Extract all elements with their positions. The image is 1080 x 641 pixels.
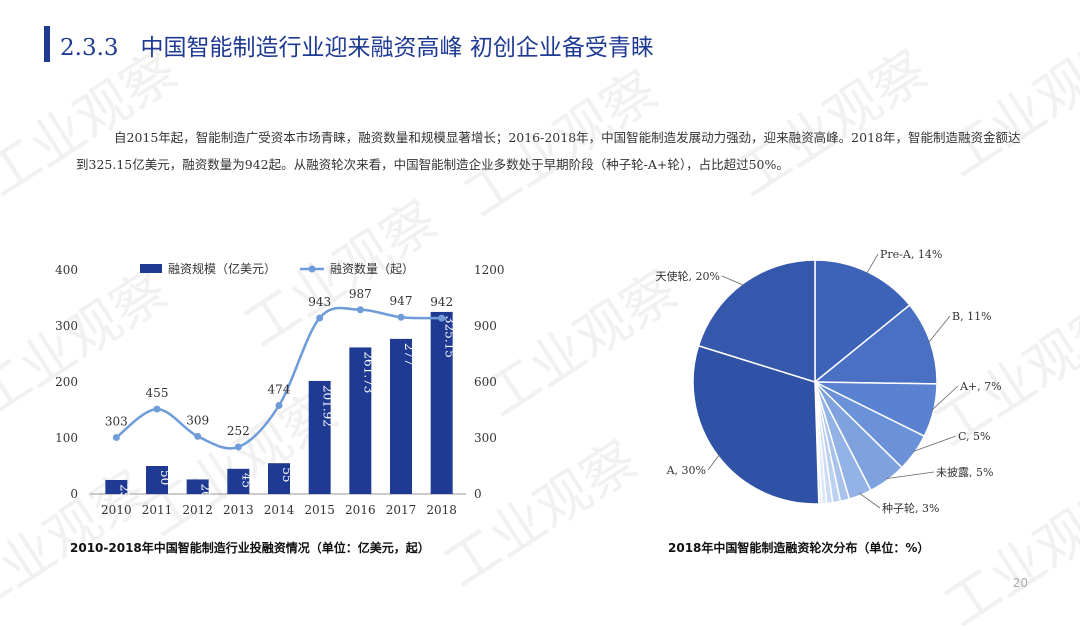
y-right-tick-label: 1200 — [474, 263, 505, 277]
y-left-tick-label: 300 — [55, 319, 78, 333]
pie-leader-line — [912, 435, 957, 452]
bar-2012 — [186, 479, 209, 494]
y-right-tick-label: 900 — [474, 319, 497, 333]
count-point — [194, 432, 202, 440]
count-point — [438, 314, 446, 322]
count-value-label: 987 — [349, 287, 372, 301]
bar-2016 — [349, 347, 372, 494]
x-tick-label: 2016 — [345, 503, 376, 517]
x-tick-label: 2010 — [101, 503, 132, 517]
bar-2015 — [308, 380, 331, 494]
pie-slice-label: A+, 7% — [959, 380, 1002, 393]
bar-value-label: 325.15 — [443, 316, 457, 358]
count-value-label: 309 — [186, 413, 209, 427]
pie-slice-label: C, 5% — [958, 430, 990, 443]
count-point — [112, 433, 120, 441]
pie-slice-label: Pre-A, 14% — [880, 248, 942, 261]
count-value-label: 455 — [146, 386, 169, 400]
pie-slice — [697, 259, 816, 384]
count-value-label: 303 — [105, 414, 128, 428]
count-point — [234, 443, 242, 451]
bar-value-label: 50 — [158, 470, 172, 485]
x-tick-label: 2012 — [182, 503, 213, 517]
pie-leader-line — [931, 385, 959, 411]
x-tick-label: 2017 — [386, 503, 417, 517]
pie-leader-line — [928, 315, 951, 344]
count-point — [356, 306, 364, 314]
pie-leader-line — [886, 471, 935, 480]
funding-round-pie-chart: Pre-A, 14% B, 11% A+, 7% C, 5% 未披露, 5% 种子轮, 3… — [656, 248, 1002, 515]
y-right-tick-label: 300 — [474, 431, 497, 445]
count-point — [275, 402, 283, 410]
bar-2013 — [227, 468, 250, 494]
count-point — [153, 405, 161, 413]
y-right-tick-label: 600 — [474, 375, 497, 389]
count-value-label: 474 — [268, 383, 291, 397]
title-text: 中国智能制造行业迎来融资高峰 初创企业备受青睐 — [140, 35, 654, 61]
x-tick-label: 2011 — [142, 503, 173, 517]
page-number: 20 — [1012, 576, 1028, 590]
count-point — [397, 313, 405, 321]
y-left-tick-label: 0 — [70, 487, 78, 501]
pie-slice-label: A, 30% — [666, 464, 706, 477]
bar-value-label: 25 — [117, 484, 131, 499]
bar-2011 — [146, 466, 168, 494]
intro-paragraph: 自2015年起，智能制造广受资本市场青睐，融资数量和规模显著增长；2016-20… — [76, 130, 1021, 172]
bar-value-label: 201.92 — [321, 385, 335, 427]
legend-bar-label: 融资规模（亿美元） — [168, 261, 276, 276]
bar-value-label: 261.73 — [361, 351, 375, 393]
investment-bar-line-chart: 0 100 200 300 400 0 300 600 900 1200 25 2010 50 2011 2… — [55, 261, 505, 517]
pie-slice-label: 种子轮, 3% — [882, 501, 939, 515]
pie-leader-line — [859, 493, 881, 509]
bar-2018 — [430, 311, 453, 494]
count-value-label: 942 — [430, 295, 453, 309]
title-accent-bar — [44, 26, 50, 62]
count-value-label: 252 — [227, 424, 250, 438]
bar-2010 — [105, 480, 128, 494]
pie-slice-label: B, 11% — [952, 310, 992, 323]
bar-value-label: 277 — [402, 343, 416, 366]
y-right-tick-label: 0 — [474, 487, 482, 501]
legend-bar-swatch — [140, 264, 162, 273]
pie-chart-caption: 2018年中国智能制造融资轮次分布（单位：%） — [668, 541, 930, 555]
pie-slice-label: 天使轮, 20% — [656, 269, 720, 283]
x-tick-label: 2014 — [264, 503, 295, 517]
x-tick-label: 2015 — [304, 503, 335, 517]
pie-slice-label: 未披露, 5% — [936, 465, 993, 479]
pie-slice — [812, 304, 938, 385]
x-tick-label: 2018 — [426, 503, 457, 517]
legend-line-label: 融资数量（起） — [330, 261, 414, 276]
count-point — [316, 314, 324, 322]
bar-2017 — [390, 338, 412, 494]
y-left-tick-label: 200 — [55, 375, 78, 389]
count-value-label: 947 — [390, 294, 413, 308]
count-value-label: 943 — [308, 295, 331, 309]
bar-value-label: 55 — [280, 467, 294, 482]
y-left-tick-label: 400 — [55, 263, 78, 277]
bar-value-label: 45 — [239, 473, 253, 488]
pie-slice — [692, 344, 820, 505]
bar-value-label: 26 — [199, 483, 213, 498]
pie-leader-line — [866, 253, 879, 274]
x-tick-label: 2013 — [223, 503, 254, 517]
bar-chart-caption: 2010-2018年中国智能制造行业投融资情况（单位：亿美元，起） — [70, 541, 430, 555]
pie-leader-line — [721, 275, 745, 286]
legend-line-marker — [308, 265, 316, 273]
section-number: 2.3.3 — [60, 35, 119, 61]
page-title: 2.3.3 中国智能制造行业迎来融资高峰 初创企业备受青睐 — [60, 28, 654, 62]
pie-leader-line — [707, 454, 720, 471]
bar-2014 — [268, 463, 290, 494]
y-left-tick-label: 100 — [55, 431, 78, 445]
